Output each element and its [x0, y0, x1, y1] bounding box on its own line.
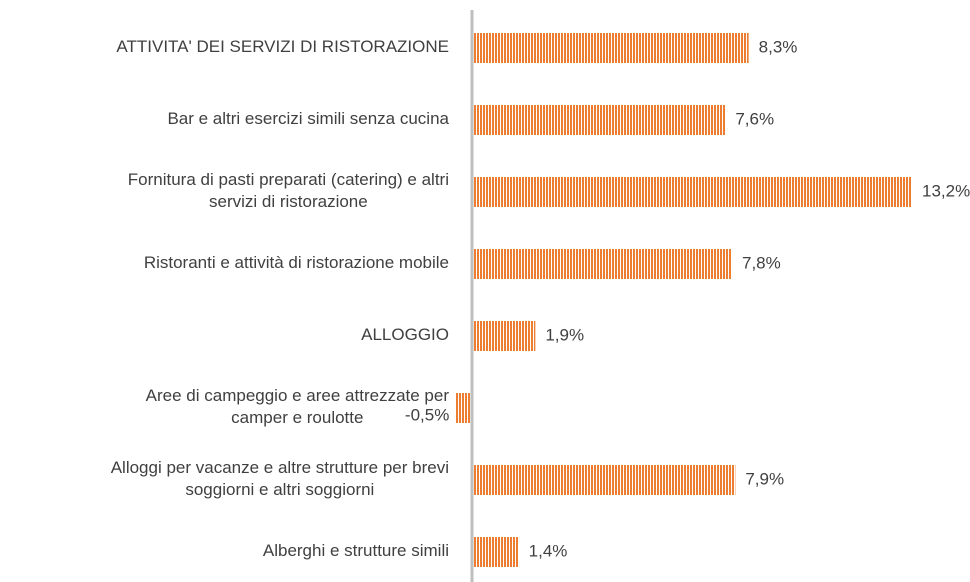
value-label: 1,9%: [545, 325, 584, 344]
bar: [455, 393, 472, 423]
value-label: 13,2%: [922, 181, 970, 200]
value-label: 1,4%: [529, 541, 568, 560]
bar: [472, 465, 736, 495]
category-line: soggiorni e altri soggiorni: [185, 480, 374, 499]
bar: [472, 321, 536, 351]
category-label: ALLOGGIO: [361, 325, 449, 344]
category-line: camper e roulotte: [231, 408, 363, 427]
category-label: Aree di campeggio e aree attrezzate per c…: [146, 386, 450, 427]
value-label: 8,3%: [759, 37, 798, 56]
category-label: Bar e altri esercizi simili senza cucina: [167, 109, 449, 128]
category-line: Alloggi per vacanze e altre strutture pe…: [111, 458, 449, 477]
value-label: 7,8%: [742, 253, 781, 272]
category-line: servizi di ristorazione: [209, 192, 368, 211]
category-line: Ristoranti e attività di ristorazione mo…: [144, 253, 449, 272]
category-line: ATTIVITA' DEI SERVIZI DI RISTORAZIONE: [116, 37, 449, 56]
value-label: 7,6%: [735, 109, 774, 128]
category-label: Alloggi per vacanze e altre strutture pe…: [111, 458, 449, 499]
bar: [472, 249, 732, 279]
value-label: 7,9%: [745, 469, 784, 488]
value-label: -0,5%: [405, 405, 449, 424]
bar: [472, 537, 519, 567]
category-label: Fornitura di pasti preparati (catering) …: [128, 170, 449, 211]
category-label: Alberghi e strutture simili: [263, 541, 449, 560]
bar: [472, 105, 726, 135]
category-line: Fornitura di pasti preparati (catering) …: [128, 170, 449, 189]
category-line: Bar e altri esercizi simili senza cucina: [167, 109, 449, 128]
category-label: Ristoranti e attività di ristorazione mo…: [144, 253, 449, 272]
category-line: Aree di campeggio e aree attrezzate per: [146, 386, 450, 405]
category-line: ALLOGGIO: [361, 325, 449, 344]
category-line: Alberghi e strutture simili: [263, 541, 449, 560]
bar: [472, 177, 912, 207]
bar: [472, 33, 749, 63]
category-label: ATTIVITA' DEI SERVIZI DI RISTORAZIONE: [116, 37, 449, 56]
